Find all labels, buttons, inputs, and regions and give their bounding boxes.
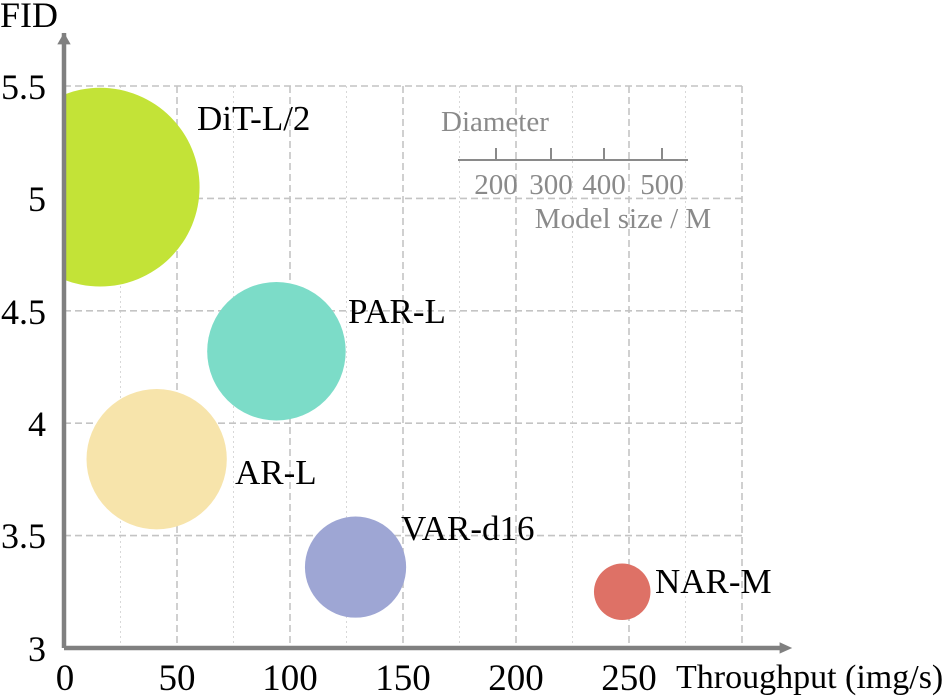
svg-text:PAR-L: PAR-L [348,292,446,331]
svg-text:400: 400 [582,169,626,201]
svg-text:50: 50 [159,658,196,699]
svg-text:Throughput (img/s): Throughput (img/s) [676,659,943,696]
svg-text:250: 250 [601,658,657,699]
svg-text:Model size / M: Model size / M [535,203,711,235]
svg-text:VAR-d16: VAR-d16 [401,509,535,548]
svg-text:FID: FID [0,0,58,35]
svg-text:200: 200 [488,658,544,699]
svg-text:100: 100 [262,658,318,699]
svg-text:500: 500 [640,169,684,201]
svg-text:3: 3 [28,629,46,669]
svg-text:Diameter: Diameter [441,106,549,138]
svg-text:5.5: 5.5 [1,67,46,107]
svg-text:200: 200 [474,169,518,201]
svg-text:NAR-M: NAR-M [655,562,772,601]
svg-text:5: 5 [28,179,46,219]
svg-text:0: 0 [56,658,75,699]
svg-text:150: 150 [375,658,431,699]
svg-text:4: 4 [28,404,46,444]
svg-text:4.5: 4.5 [1,292,46,332]
svg-text:AR-L: AR-L [235,453,317,492]
svg-text:300: 300 [529,169,573,201]
svg-text:3.5: 3.5 [1,516,46,556]
svg-text:DiT-L/2: DiT-L/2 [197,99,310,138]
